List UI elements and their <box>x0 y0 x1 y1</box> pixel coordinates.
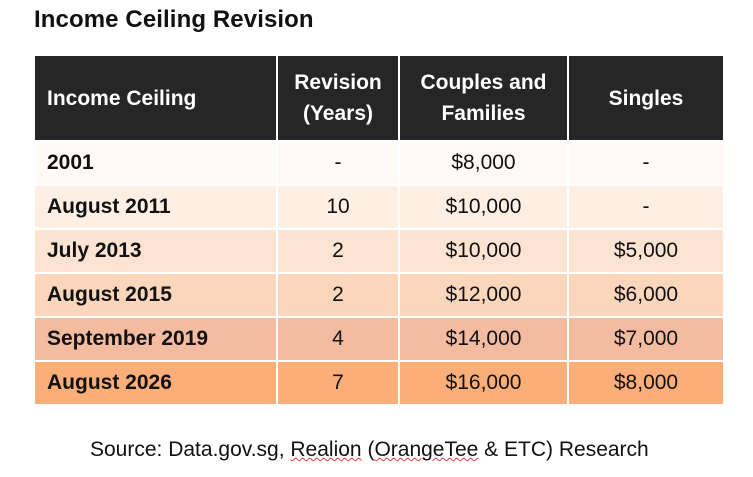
header-revision-years-label: Revision (Years) <box>294 71 382 125</box>
income-ceiling-table: Income Ceiling Revision (Years) Couples … <box>33 54 725 406</box>
revision-years-cell: 4 <box>276 316 400 362</box>
income-ceiling-cell: August 2026 <box>33 360 278 406</box>
revision-years-cell: 7 <box>276 360 400 406</box>
header-couples-families: Couples and Families <box>398 54 569 142</box>
table-row: 2001- $8,000- <box>33 140 725 186</box>
income-ceiling-cell: 2001 <box>33 140 278 186</box>
couples-families-cell: $10,000 <box>398 228 569 274</box>
income-ceiling-cell: July 2013 <box>33 228 278 274</box>
table-row: August 2015 2 $12,000 $6,000 <box>33 272 725 318</box>
income-ceiling-cell: September 2019 <box>33 316 278 362</box>
revision-years-cell: 2 <box>276 228 400 274</box>
source-orangetee: OrangeTee <box>374 438 479 461</box>
singles-cell: $6,000 <box>567 272 725 318</box>
source-prefix: Source: Data.gov.sg, <box>90 438 291 461</box>
header-revision-years: Revision (Years) <box>276 54 400 142</box>
couples-families-cell: $12,000 <box>398 272 569 318</box>
couples-families-cell: $10,000 <box>398 184 569 230</box>
income-ceiling-cell: August 2011 <box>33 184 278 230</box>
singles-cell: $5,000 <box>567 228 725 274</box>
singles-cell: - <box>567 184 725 230</box>
table-row: August 2026 7 $16,000 $8,000 <box>33 360 725 406</box>
singles-cell: $7,000 <box>567 316 725 362</box>
revision-years-cell: 10 <box>276 184 400 230</box>
table-row: July 2013 2 $10,000 $5,000 <box>33 228 725 274</box>
table-row: September 2019 4 $14,000 $7,000 <box>33 316 725 362</box>
header-singles: Singles <box>567 54 725 142</box>
income-ceiling-cell: August 2015 <box>33 272 278 318</box>
source-middle: ( <box>361 438 375 461</box>
header-couples-families-label: Couples and Families <box>420 71 547 125</box>
source-realion: Realion <box>290 438 362 461</box>
singles-cell: - <box>567 140 725 186</box>
source-note: Source: Data.gov.sg, Realion (OrangeTee … <box>90 438 649 462</box>
table-row: August 2011 10 $10,000- <box>33 184 725 230</box>
table-body: 2001- $8,000- August 2011 10 $10,000- July 20… <box>33 140 725 406</box>
revision-years-cell: - <box>276 140 400 186</box>
singles-cell: $8,000 <box>567 360 725 406</box>
header-income-ceiling: Income Ceiling <box>33 54 278 142</box>
header-row: Income Ceiling Revision (Years) Couples … <box>33 54 725 142</box>
couples-families-cell: $16,000 <box>398 360 569 406</box>
page-title: Income Ceiling Revision <box>34 6 314 33</box>
source-suffix: & ETC) Research <box>478 438 649 461</box>
couples-families-cell: $8,000 <box>398 140 569 186</box>
couples-families-cell: $14,000 <box>398 316 569 362</box>
revision-years-cell: 2 <box>276 272 400 318</box>
